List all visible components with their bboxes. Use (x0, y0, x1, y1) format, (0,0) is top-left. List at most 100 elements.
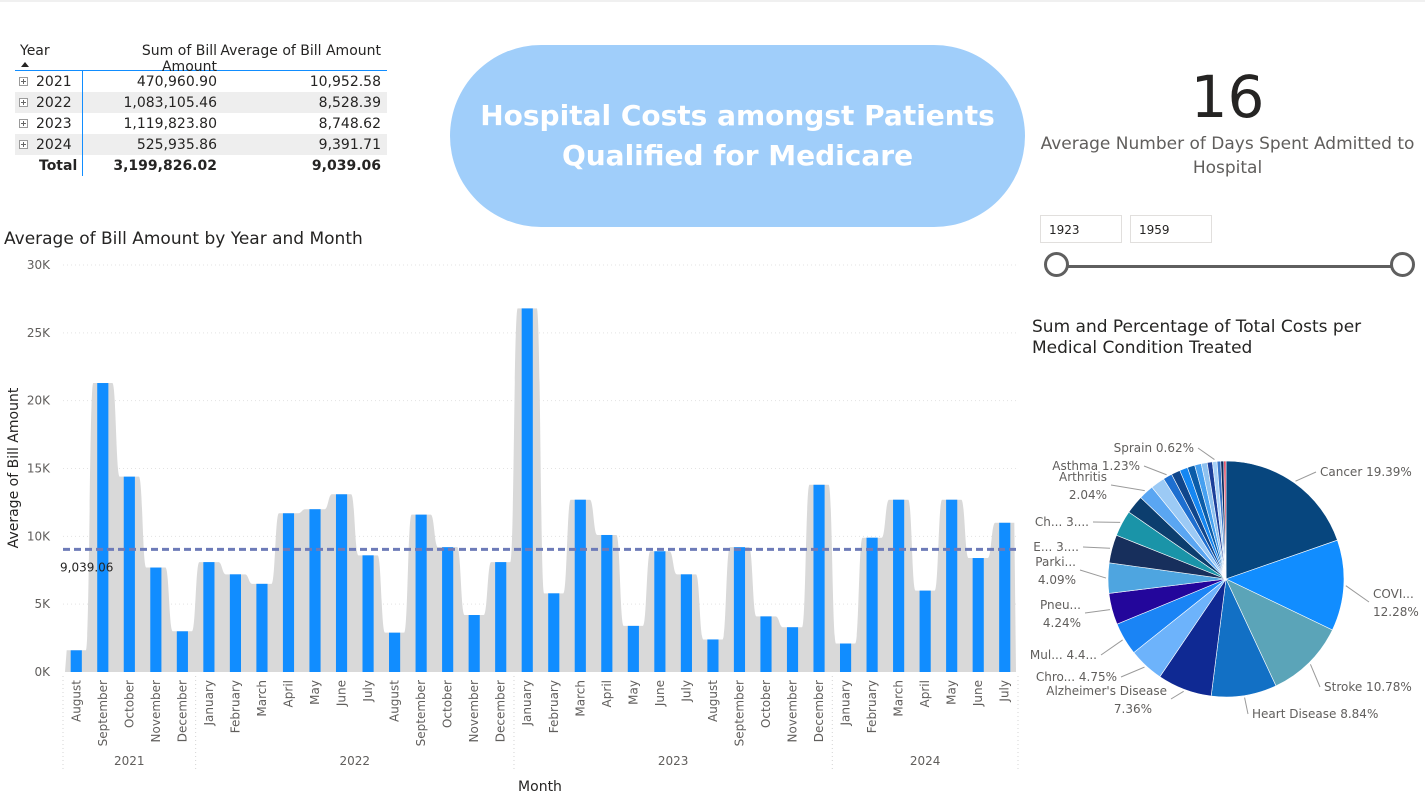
matrix-row-2022: 2022 1,083,105.46 8,528.39 (15, 92, 387, 113)
bar (495, 562, 507, 672)
x-axis-title: Month (518, 779, 562, 795)
y-tick-label: 0K (34, 665, 51, 679)
bar (786, 627, 799, 672)
month-tick-label: February (547, 680, 561, 733)
year-summary-matrix: Year Sum of Bill Amount Average of Bill … (15, 40, 387, 176)
month-tick-label: March (892, 680, 906, 717)
pie-chart: Cancer 19.39% COVI... 12.28% Stroke 10.78% H… (1030, 441, 1419, 721)
slicer-min-handle[interactable] (1044, 252, 1069, 277)
month-tick-label: August (69, 680, 83, 722)
month-tick-label: April (918, 680, 932, 707)
average-line-label: 9,039.06 (60, 560, 113, 574)
month-tick-label: November (467, 680, 481, 742)
average-column-header[interactable]: Average of Bill Amount (220, 43, 381, 59)
pie-leader-line (1345, 585, 1370, 603)
pie-leader-line (1110, 484, 1145, 492)
total-label: Total (15, 155, 83, 176)
month-tick-label: July (361, 680, 375, 703)
year-column-header[interactable]: Year (15, 40, 83, 70)
bar (839, 643, 852, 672)
expand-icon[interactable] (19, 119, 28, 128)
y-tick-label: 5K (34, 597, 51, 611)
pie-data-label: Alzheimer's Disease 7.36% (1046, 684, 1167, 716)
bar (309, 509, 321, 672)
bar (70, 650, 82, 672)
row-average: 10,952.58 (309, 73, 381, 90)
y-tick-label: 10K (27, 529, 51, 543)
bar (362, 555, 374, 672)
pie-data-label: Asthma 1.23% (1052, 459, 1140, 473)
row-sum: 525,935.86 (136, 136, 217, 153)
pie-title-line1: Sum and Percentage of Total Costs per (1032, 317, 1362, 337)
year-tick-label: 2022 (340, 754, 371, 768)
row-sum: 470,960.90 (136, 73, 217, 90)
bar (97, 383, 109, 672)
row-year: 2022 (36, 94, 72, 111)
y-tick-label: 30K (27, 258, 51, 272)
bar (521, 308, 533, 672)
y-tick-label: 25K (27, 326, 51, 340)
slicer-max-input[interactable]: 1959 (1130, 215, 1212, 243)
kpi-label-line1: Average Number of Days Spent Admitted to (1040, 134, 1415, 154)
matrix-row-2023: 2023 1,119,823.80 8,748.62 (15, 113, 387, 134)
month-tick-label: October (441, 680, 455, 728)
background-area (65, 308, 1016, 672)
month-tick-label: December (494, 680, 508, 742)
bar (150, 567, 162, 672)
year-tick-label: 2023 (658, 754, 689, 768)
bar (680, 574, 692, 672)
month-tick-label: May (308, 680, 322, 705)
month-tick-label: October (759, 680, 773, 728)
slicer-max-handle[interactable] (1390, 252, 1415, 277)
month-tick-label: April (600, 680, 614, 707)
pie-data-label: Arthritis 2.04% (1059, 470, 1107, 502)
pie-leader-line (1197, 447, 1215, 460)
row-year: 2024 (36, 136, 72, 153)
sort-ascending-icon[interactable] (21, 62, 29, 67)
report-title-banner: Hospital Costs amongst Patients Qualifie… (450, 45, 1025, 227)
top-divider (0, 0, 1425, 2)
bar (442, 547, 454, 672)
month-tick-label: December (175, 680, 189, 742)
sum-column-header[interactable]: Sum of Bill Amount (141, 43, 217, 75)
month-tick-label: January (839, 680, 853, 727)
pie-data-label: Pneu... 4.24% (1040, 598, 1081, 630)
row-year: 2023 (36, 115, 72, 132)
pie-data-label: COVI... 12.28% (1373, 587, 1419, 619)
total-average: 9,039.06 (311, 157, 381, 174)
matrix-header-row: Year Sum of Bill Amount Average of Bill … (15, 40, 387, 75)
bar (256, 583, 268, 672)
pie-slice (1225, 539, 1345, 631)
pie-data-label: Ch... 3.... (1035, 515, 1089, 529)
expand-icon[interactable] (19, 140, 28, 149)
slicer-min-input[interactable]: 1923 (1040, 215, 1122, 243)
slicer-track[interactable] (1058, 265, 1403, 268)
pie-slice (1223, 460, 1227, 580)
bar (415, 514, 427, 672)
bar (733, 547, 746, 672)
bar (389, 632, 401, 672)
row-sum: 1,119,823.80 (123, 115, 217, 132)
bar (176, 631, 188, 672)
matrix-row-2024: 2024 525,935.86 9,391.71 (15, 134, 387, 155)
year-header-label: Year (20, 43, 50, 59)
pie-data-label: Mul... 4.4... (1030, 648, 1097, 662)
expand-icon[interactable] (19, 98, 28, 107)
row-sum: 1,083,105.46 (123, 94, 217, 111)
bar (760, 616, 772, 672)
month-tick-label: February (865, 680, 879, 733)
bar (574, 499, 586, 672)
month-tick-label: November (149, 680, 163, 742)
pie-data-label: Heart Disease 8.84% (1252, 707, 1378, 721)
pie-data-label: Parki... 4.09% (1035, 555, 1076, 587)
bar (123, 476, 135, 672)
bar (335, 494, 348, 672)
bar (548, 593, 560, 672)
pie-leader-line (1120, 666, 1145, 678)
month-tick-label: June (653, 680, 667, 707)
expand-icon[interactable] (19, 77, 28, 86)
month-tick-label: May (626, 680, 640, 705)
bar (946, 499, 958, 672)
bar (203, 562, 215, 672)
bar (866, 537, 878, 672)
